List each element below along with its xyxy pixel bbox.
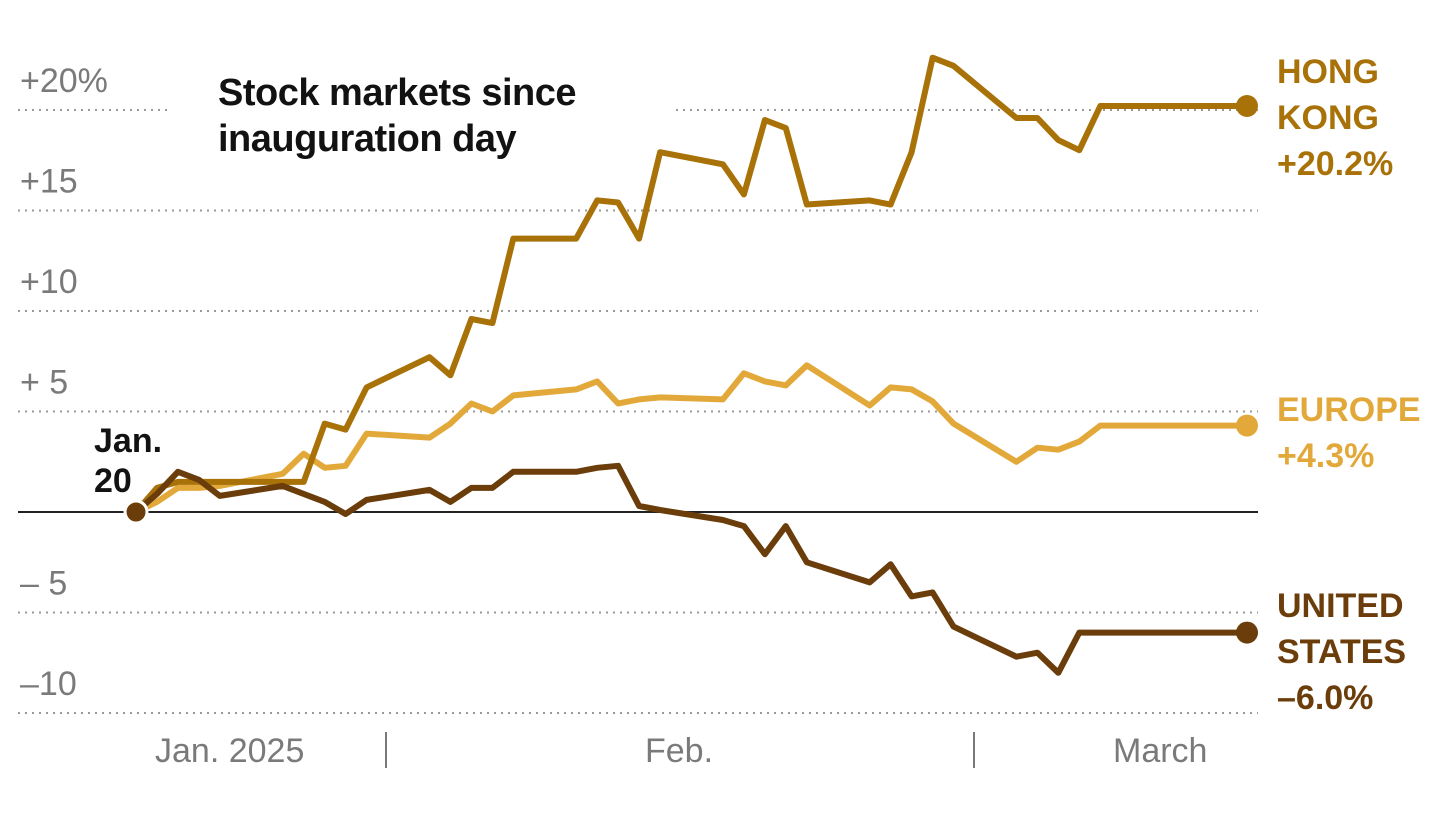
start-date-label: Jan. 20 [94,422,162,500]
y-axis-labels: +20% +15 +10 + 5 – 5 –10 [20,62,108,703]
x-tick-label: Feb. [645,732,713,770]
y-tick-label: +20% [20,62,108,100]
end-label-hong-kong: HONG KONG +20.2% [1277,53,1393,183]
series-line-hong-kong [133,54,1250,515]
end-labels: Jan. 20 HONG KONG +20.2% EUROPE +4.3% UNITED STA… [94,53,1421,717]
series-line-united-states [133,462,1250,676]
gridlines [18,109,1258,714]
y-tick-label: + 5 [20,364,68,402]
y-tick-label: +10 [20,263,78,301]
x-tick-label: March [1113,732,1207,770]
series-lines [123,54,1258,676]
end-label-europe: EUROPE +4.3% [1277,391,1421,475]
y-tick-label: +15 [20,163,78,201]
chart-title: Stock markets since inauguration day [218,72,577,160]
end-point [1236,414,1258,437]
x-axis-labels: Jan. 2025 Feb. March [155,732,1207,770]
y-tick-label: – 5 [20,565,67,603]
end-point [1236,621,1258,644]
start-point [123,499,149,525]
end-label-united-states: UNITED STATES –6.0% [1277,587,1406,717]
series-line-europe [133,362,1250,515]
y-tick-label: –10 [20,665,77,703]
x-tick-label: Jan. 2025 [155,732,304,770]
end-point [1236,94,1258,117]
